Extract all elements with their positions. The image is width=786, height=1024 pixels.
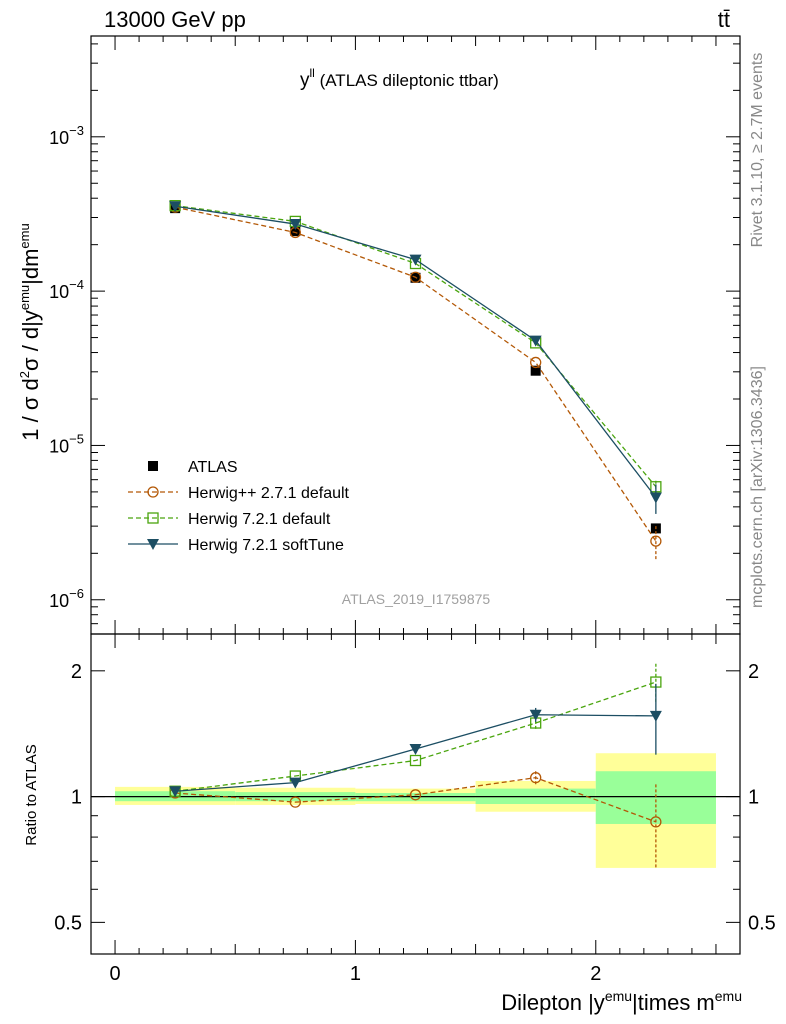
point-3	[169, 786, 182, 798]
y-label-p3: emu	[17, 285, 32, 310]
legend-marker	[147, 486, 159, 498]
ratio-y-tick-label: 0.5	[54, 912, 82, 934]
y-tick-exp: −6	[69, 586, 84, 601]
ratio-series-group	[169, 663, 662, 870]
main-panel: 10−310−410−510−6 yll (ATLAS dileptonic t…	[17, 35, 741, 635]
point-1	[289, 796, 301, 808]
mcplots-label: mcplots.cern.ch [arXiv:1306.3436]	[749, 366, 766, 608]
point-1	[409, 271, 422, 283]
main-x-ticks	[90, 36, 741, 634]
y-label-p2: σ / d|y	[18, 310, 43, 371]
ratio-bands	[91, 753, 740, 868]
legend-label: Herwig++ 2.7.1 default	[188, 485, 350, 502]
ratio-y-tick-label-right: 0.5	[748, 912, 776, 934]
chart-title-rest: (ATLAS dileptonic ttbar)	[315, 71, 499, 90]
rivet-label: Rivet 3.1.10, ≥ 2.7M events	[749, 53, 766, 248]
point-3	[289, 219, 302, 231]
point-2	[409, 754, 422, 767]
x-tick-label: 1	[350, 963, 361, 985]
legend-marker	[147, 512, 159, 524]
legend: ATLAS Herwig++ 2.7.1 default Herwig 7.2.1 …	[128, 459, 350, 554]
y-label-p0: 1 / σ d	[18, 378, 43, 441]
point-1	[650, 535, 662, 547]
ratio-panel: 0.5 0.5 1 1 2 2 0 1 2 Ratio to ATLAS Dilepton |…	[23, 633, 776, 1015]
x-label-p0: Dilepton |y	[501, 990, 605, 1015]
series-line-3	[175, 205, 657, 498]
series-line-1	[175, 776, 657, 823]
legend-label: ATLAS	[188, 459, 238, 476]
legend-label: Herwig 7.2.1 softTune	[188, 537, 344, 554]
watermark: ATLAS_2019_I1759875	[342, 591, 491, 607]
y-label-p1: 2	[17, 371, 32, 378]
series-line-2	[175, 681, 657, 792]
point-3	[169, 201, 182, 213]
legend-marker	[147, 539, 159, 550]
y-tick-exp: −4	[69, 277, 84, 292]
y-tick-exp: −3	[69, 123, 84, 138]
ratio-y-label: Ratio to ATLAS	[23, 744, 40, 845]
y-tick-base: 10	[49, 436, 69, 456]
y-axis-label: 1 / σ d2σ / d|yemu|dmemu	[17, 223, 43, 440]
header-right: tt̄	[718, 7, 730, 32]
point-1	[530, 772, 542, 784]
y-tick-label: 10−6	[49, 586, 84, 611]
series-line-1	[174, 206, 657, 542]
header-left: 13000 GeV pp	[104, 7, 246, 32]
x-tick-label: 0	[109, 963, 120, 985]
point-1	[530, 356, 542, 369]
y-label-p4: |dm	[18, 249, 43, 285]
y-tick-label: 10−4	[49, 277, 84, 302]
main-y-ticks: 10−310−410−510−6	[49, 43, 740, 625]
point-3	[409, 254, 422, 266]
ratio-y-tick-label: 2	[71, 661, 82, 683]
y-tick-label: 10−3	[49, 123, 84, 148]
y-tick-base: 10	[49, 591, 69, 611]
y-tick-label: 10−5	[49, 431, 84, 456]
point-3	[529, 335, 542, 347]
point-0	[290, 226, 301, 237]
y-tick-base: 10	[49, 282, 69, 302]
y-tick-base: 10	[49, 128, 69, 148]
x-label-p2: |times m	[632, 990, 715, 1015]
x-axis-label: Dilepton |yemu|times memu	[501, 988, 742, 1015]
point-3	[649, 492, 662, 504]
ratio-x-ticks: 0 1 2	[90, 634, 741, 985]
point-3	[529, 709, 542, 721]
series-line-2	[175, 205, 657, 488]
legend-label: Herwig 7.2.1 default	[188, 511, 331, 528]
point-0	[530, 365, 541, 376]
y-tick-exp: −5	[69, 431, 84, 446]
ratio-y-tick-label: 1	[71, 787, 82, 809]
ratio-y-tick-label-right: 1	[748, 787, 759, 809]
ratio-frame	[90, 633, 741, 955]
point-3	[409, 743, 422, 755]
y-label-p5: emu	[17, 223, 32, 248]
x-label-p3: emu	[715, 988, 742, 1004]
point-3	[649, 710, 662, 722]
chart-title-sup: ll	[310, 66, 315, 80]
ratio-y-tick-label-right: 2	[748, 661, 759, 683]
x-tick-label: 2	[590, 963, 601, 985]
point-1	[409, 789, 422, 801]
point-1	[650, 816, 662, 828]
chart-title-main: y	[300, 70, 310, 91]
main-series-group	[169, 199, 662, 561]
x-label-p1: emu	[605, 988, 632, 1004]
chart-title: yll (ATLAS dileptonic ttbar)	[300, 66, 499, 91]
legend-marker	[148, 461, 158, 471]
ratio-y-ticks: 0.5 0.5 1 1 2 2	[54, 661, 776, 935]
point-3	[289, 777, 302, 789]
